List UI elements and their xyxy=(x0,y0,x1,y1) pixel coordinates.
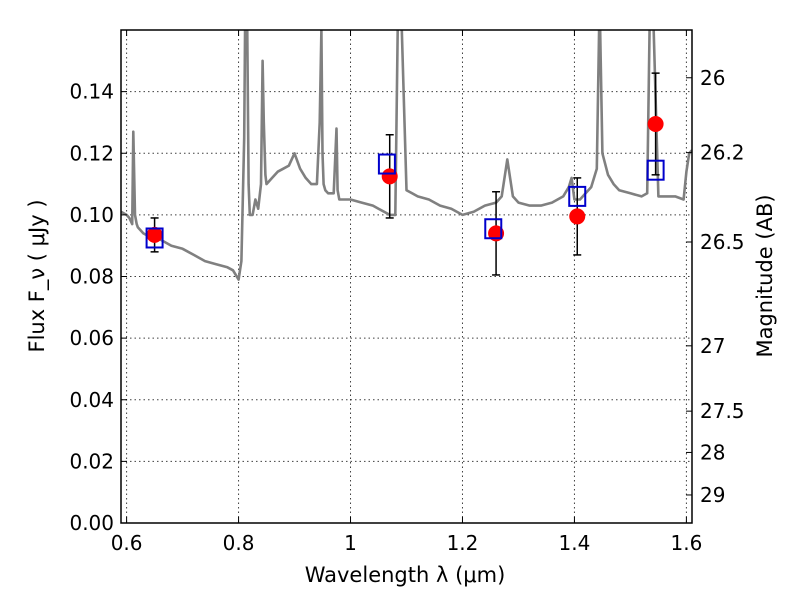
model-point xyxy=(377,153,396,175)
y2-tick-label: 27 xyxy=(700,334,725,358)
circle-layer xyxy=(146,115,664,243)
x-tick-label: 1 xyxy=(344,531,357,555)
spectrum-layer xyxy=(121,30,692,281)
x-tick-label: 0.6 xyxy=(111,531,143,555)
y2-tick-label: 26.5 xyxy=(700,230,745,254)
y-tick-label: 0.02 xyxy=(69,449,114,473)
spectrum-line xyxy=(121,30,692,281)
y-tick-label: 0.12 xyxy=(69,141,114,165)
x-axis-label: Wavelength λ (μm) xyxy=(305,563,506,587)
y2-tick-label: 27.5 xyxy=(700,399,745,423)
y-tick-label: 0.08 xyxy=(69,265,114,289)
model-point xyxy=(568,185,587,207)
observed-point xyxy=(647,115,664,132)
x-tick-label: 1.2 xyxy=(447,531,479,555)
y2-axis-label: Magnitude (AB) xyxy=(753,194,777,357)
x-tick-label: 1.4 xyxy=(559,531,591,555)
x-tick-label: 1.6 xyxy=(670,531,702,555)
observed-point xyxy=(569,208,586,225)
y2-tick-label: 26 xyxy=(700,66,725,90)
x-tick-label: 0.8 xyxy=(223,531,255,555)
tick-layer: 0.6 0.8 1 1.2 1.4 1.6 0.00 0.02 0.04 0.06 0.08 0.10… xyxy=(69,30,745,555)
observed-point xyxy=(488,225,505,242)
square-layer xyxy=(145,153,665,249)
model-point xyxy=(646,159,665,181)
y2-tick-label: 26.2 xyxy=(700,141,745,165)
y2-tick-label: 28 xyxy=(700,440,725,464)
y-tick-label: 0.00 xyxy=(69,511,114,535)
y2-tick-label: 29 xyxy=(700,483,725,507)
grid-layer xyxy=(121,30,692,524)
y-tick-label: 0.14 xyxy=(69,80,114,104)
observed-point xyxy=(146,226,163,243)
model-point xyxy=(145,227,164,249)
y-tick-label: 0.04 xyxy=(69,388,114,412)
y-axis-label: Flux F_ν ( μJy ) xyxy=(25,199,50,352)
y-tick-label: 0.06 xyxy=(69,326,114,350)
model-point xyxy=(484,218,503,240)
y-tick-label: 0.10 xyxy=(69,203,114,227)
